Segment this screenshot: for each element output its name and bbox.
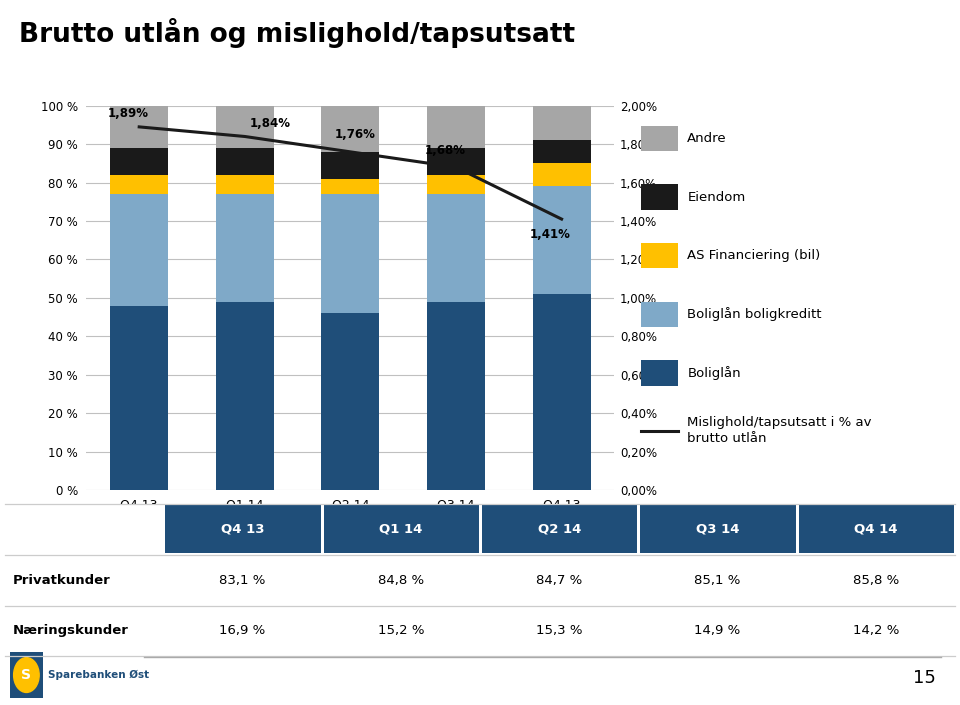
Bar bbox=[110, 175, 168, 194]
Bar bbox=[110, 194, 168, 305]
Bar bbox=[427, 302, 485, 490]
Text: Brutto utlån og mislighold/tapsutsatt: Brutto utlån og mislighold/tapsutsatt bbox=[19, 18, 575, 48]
Bar bbox=[216, 194, 274, 302]
Text: Q4 13: Q4 13 bbox=[221, 523, 264, 536]
Text: Sparebanken Øst: Sparebanken Øst bbox=[48, 670, 150, 680]
Bar bbox=[322, 179, 379, 194]
Bar bbox=[427, 106, 485, 148]
Text: 15,2 %: 15,2 % bbox=[377, 625, 424, 637]
Text: 16,9 %: 16,9 % bbox=[219, 625, 266, 637]
Text: 85,1 %: 85,1 % bbox=[694, 574, 741, 587]
Text: AS Financiering (bil): AS Financiering (bil) bbox=[687, 249, 821, 262]
Text: Boliglån boligkreditt: Boliglån boligkreditt bbox=[687, 307, 822, 321]
Text: 1,41%: 1,41% bbox=[530, 228, 571, 241]
Text: Andre: Andre bbox=[687, 132, 727, 145]
Bar bbox=[110, 305, 168, 490]
Text: Q1 14: Q1 14 bbox=[379, 523, 422, 536]
Text: 14,9 %: 14,9 % bbox=[694, 625, 741, 637]
Text: Eiendom: Eiendom bbox=[687, 190, 746, 204]
Bar bbox=[533, 106, 590, 140]
Bar bbox=[533, 186, 590, 294]
Text: 15: 15 bbox=[913, 669, 936, 687]
Bar bbox=[533, 164, 590, 186]
Text: Q3 14: Q3 14 bbox=[696, 523, 739, 536]
Text: 1,89%: 1,89% bbox=[108, 107, 149, 121]
Text: 1,84%: 1,84% bbox=[250, 117, 291, 130]
Bar bbox=[322, 313, 379, 490]
Bar bbox=[427, 148, 485, 175]
Text: Næringskunder: Næringskunder bbox=[12, 625, 129, 637]
Bar bbox=[322, 106, 379, 152]
Text: 1,76%: 1,76% bbox=[334, 128, 375, 142]
Text: 1,68%: 1,68% bbox=[424, 144, 466, 157]
Text: S: S bbox=[21, 668, 32, 682]
Bar bbox=[110, 148, 168, 175]
Text: 85,8 %: 85,8 % bbox=[852, 574, 900, 587]
Bar bbox=[427, 175, 485, 194]
Text: Q4 14: Q4 14 bbox=[854, 523, 898, 536]
Bar bbox=[110, 106, 168, 148]
Text: 84,7 %: 84,7 % bbox=[536, 574, 583, 587]
Bar bbox=[533, 294, 590, 490]
Text: 84,8 %: 84,8 % bbox=[377, 574, 424, 587]
Text: 83,1 %: 83,1 % bbox=[219, 574, 266, 587]
Text: 15,3 %: 15,3 % bbox=[536, 625, 583, 637]
Bar bbox=[322, 194, 379, 313]
Bar bbox=[216, 175, 274, 194]
Text: brutto utlån: brutto utlån bbox=[687, 432, 767, 445]
Circle shape bbox=[13, 658, 39, 692]
Bar bbox=[216, 148, 274, 175]
Text: Privatkunder: Privatkunder bbox=[12, 574, 110, 587]
Bar bbox=[216, 106, 274, 148]
Text: Mislighold/tapsutsatt i % av: Mislighold/tapsutsatt i % av bbox=[687, 417, 872, 429]
Bar bbox=[216, 302, 274, 490]
Bar bbox=[322, 152, 379, 179]
Text: Boliglån: Boliglån bbox=[687, 366, 741, 380]
Bar bbox=[427, 194, 485, 302]
Text: 14,2 %: 14,2 % bbox=[852, 625, 900, 637]
Text: Q2 14: Q2 14 bbox=[538, 523, 581, 536]
Bar bbox=[533, 140, 590, 164]
FancyBboxPatch shape bbox=[10, 652, 43, 698]
